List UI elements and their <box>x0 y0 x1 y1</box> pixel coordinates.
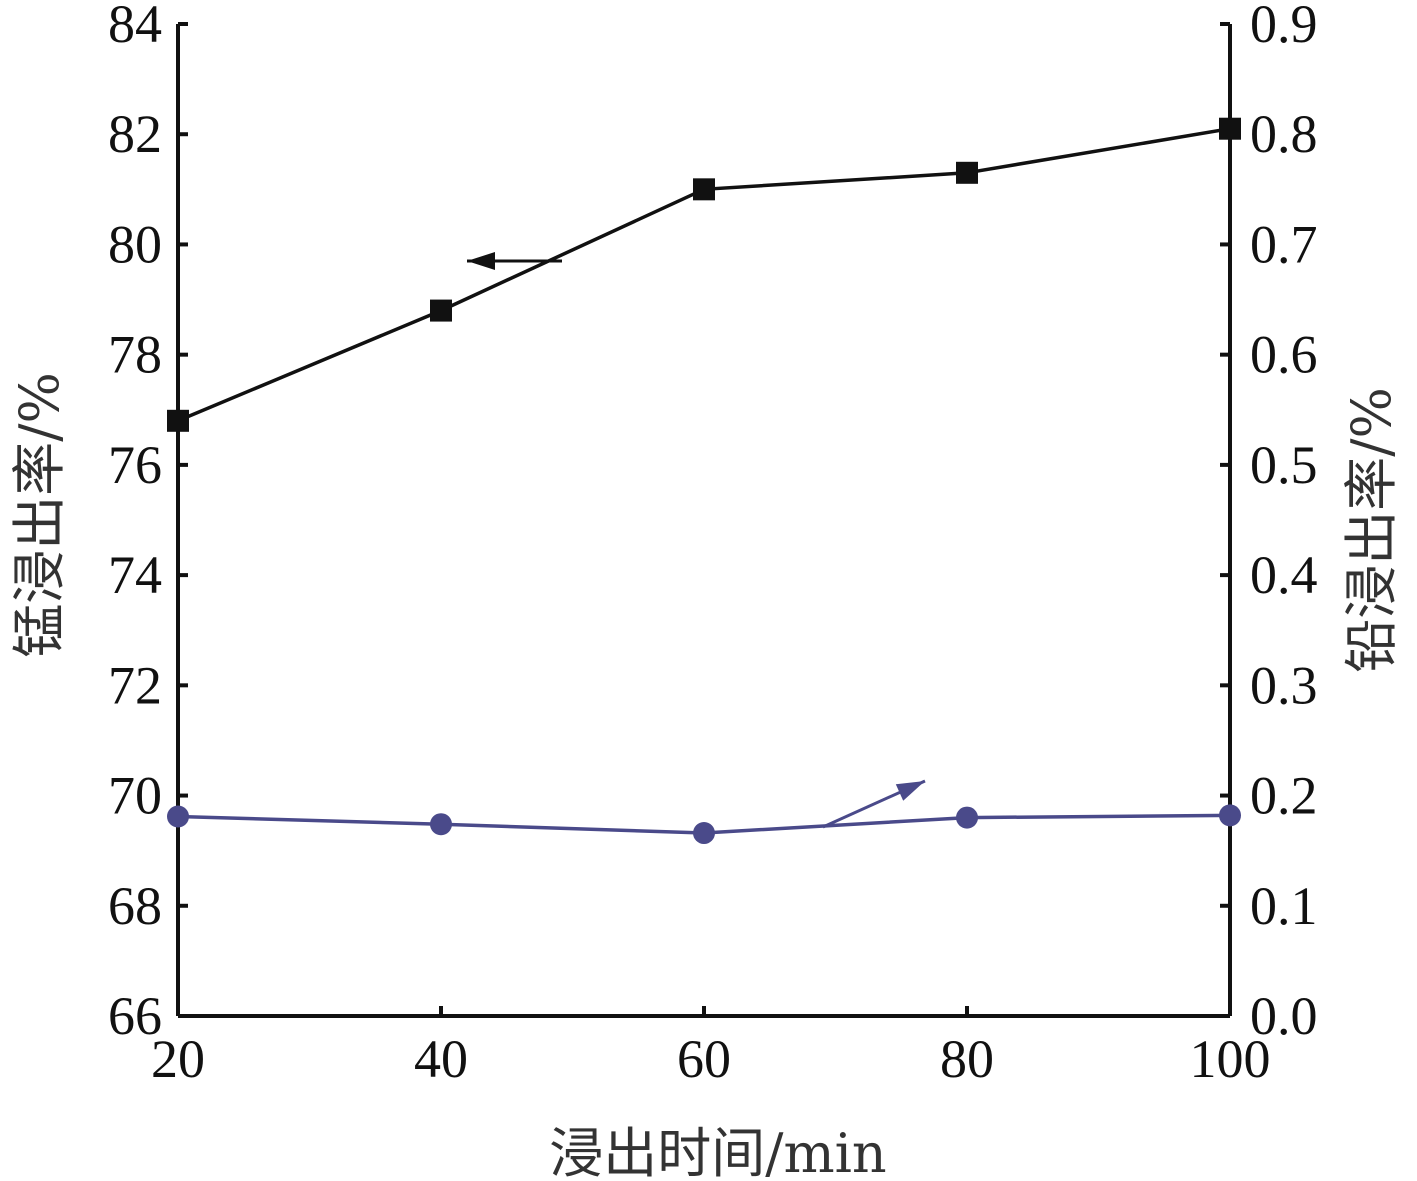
right-axis-arrow-head <box>895 781 925 801</box>
y-right-tick-label: 0.8 <box>1250 104 1318 164</box>
y-right-tick-label: 0.4 <box>1250 545 1318 605</box>
x-tick-label: 40 <box>414 1029 468 1089</box>
y-right-tick-label: 0.7 <box>1250 214 1318 274</box>
series-0-point <box>956 161 978 184</box>
series-0-point <box>430 299 452 322</box>
series-1-point <box>693 822 715 845</box>
y-left-tick-label: 68 <box>108 876 162 936</box>
axes <box>176 24 1232 1018</box>
series-0-point <box>167 409 189 432</box>
y-right-tick-label: 0.3 <box>1250 655 1318 715</box>
x-tick-label: 60 <box>677 1029 731 1089</box>
series-0-point <box>693 178 715 201</box>
y-left-tick-label: 80 <box>108 214 162 274</box>
y-left-tick-label: 72 <box>108 655 162 715</box>
y-right-tick-label: 0.2 <box>1250 766 1318 826</box>
series-1-point <box>956 806 978 829</box>
y-left-tick-label: 74 <box>108 545 162 605</box>
series-1-point <box>430 813 452 836</box>
x-tick-label: 80 <box>940 1029 994 1089</box>
y-left-tick-label: 84 <box>108 0 162 54</box>
y-right-tick-label: 0.5 <box>1250 435 1318 495</box>
y-right-axis-title: 铅浸出率/% <box>1340 387 1403 673</box>
y-left-axis-title: 锰浸出率/% <box>8 372 71 658</box>
series-1-point <box>167 805 189 828</box>
x-tick-label: 100 <box>1190 1029 1271 1089</box>
y-left-tick-label: 70 <box>108 766 162 826</box>
left-axis-arrow-head <box>467 252 495 270</box>
series <box>167 117 1241 845</box>
series-0-point <box>1219 117 1241 140</box>
y-left-tick-label: 76 <box>108 435 162 495</box>
y-right-tick-label: 0.9 <box>1250 0 1318 54</box>
y-right-tick-label: 0.1 <box>1250 876 1318 936</box>
series-0-line <box>177 126 1231 423</box>
x-axis-title: 浸出时间/min <box>549 1122 886 1181</box>
y-right-tick-label: 0.6 <box>1250 325 1318 385</box>
ticks: 66 68 70 72 74 76 78 80 82 84 0.0 0.1 0.2 0.3 0.4 0.5 0.… <box>108 0 1318 1089</box>
x-tick-label: 20 <box>151 1029 205 1089</box>
y-left-tick-label: 66 <box>108 986 162 1046</box>
series-1-point <box>1219 804 1241 827</box>
y-left-tick-label: 82 <box>108 104 162 164</box>
y-right-tick-label: 0.0 <box>1250 986 1318 1046</box>
annotations <box>467 252 926 829</box>
y-left-tick-label: 78 <box>108 325 162 385</box>
